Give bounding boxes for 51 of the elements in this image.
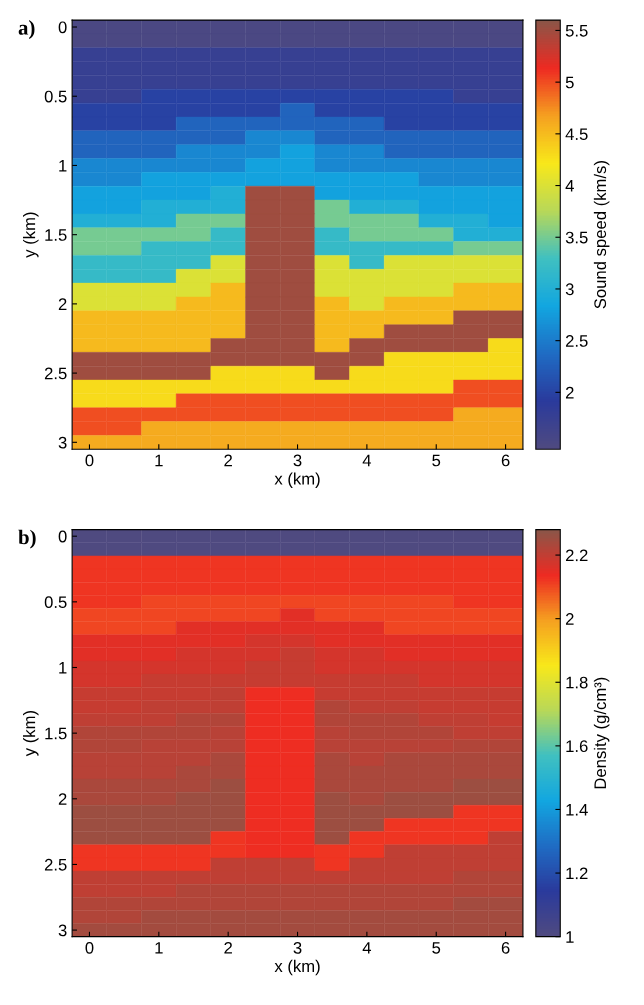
color-bar-label: 4.5 <box>565 128 588 141</box>
y-tick-label: 1 <box>59 662 67 674</box>
text: b) <box>18 529 36 549</box>
color-bar-label: 4 <box>565 180 574 192</box>
color-bar-label: 5 <box>565 76 574 89</box>
y-tick-label: 0.5 <box>44 90 67 103</box>
color-bar-label: 2 <box>565 613 574 625</box>
x-tick-label: 6 <box>501 454 510 467</box>
color-bar-label: 1.8 <box>566 676 588 689</box>
y-tick-label: 2.5 <box>44 367 67 380</box>
y-tick-label: 0.5 <box>44 596 67 609</box>
y-tick-label: 2 <box>58 793 67 805</box>
text: a) <box>18 20 35 39</box>
color-bar-label: 1.2 <box>566 867 588 880</box>
color-bar-label: 3 <box>565 283 574 296</box>
y-tick-label: 2 <box>58 298 67 310</box>
color-bar-label: 1.6 <box>566 740 588 753</box>
y-tick-label: 0 <box>58 21 67 34</box>
x-tick-label: 0 <box>85 454 94 467</box>
y-tick-label: 0 <box>58 530 67 543</box>
y-tick-label: 1 <box>59 160 67 172</box>
color-bar-label: 5.5 <box>565 25 588 37</box>
x-tick-label: 6 <box>501 941 510 954</box>
y-axis-title: y (km) <box>23 711 39 757</box>
y-tick-label: 3 <box>58 436 67 449</box>
color-bar-label: 3.5 <box>565 231 588 244</box>
color-bar-title: Sound speed (km/s) <box>593 161 610 309</box>
x-tick-label: 3 <box>293 454 302 467</box>
y-tick-label: 1.5 <box>45 727 67 740</box>
color-bar-label: 1.4 <box>566 804 588 816</box>
x-tick-label: 5 <box>432 942 441 954</box>
x-tick-label: 4 <box>362 454 372 467</box>
x-tick-label: 5 <box>432 454 441 467</box>
color-bar-label: 1 <box>566 931 574 943</box>
color-bar-label: 2 <box>565 386 574 399</box>
y-tick-label: 1.5 <box>45 229 67 241</box>
x-tick-label: 1 <box>155 942 163 954</box>
color-bar-label: 2.2 <box>565 549 588 562</box>
x-tick-label: 4 <box>362 942 372 954</box>
x-tick-label: 3 <box>293 941 302 954</box>
x-axis-title: x (km) <box>274 472 320 488</box>
x-tick-label: 2 <box>224 941 232 954</box>
y-tick-label: 2.5 <box>44 858 67 871</box>
y-axis-title: y (km) <box>23 212 39 258</box>
x-tick-label: 1 <box>155 454 163 467</box>
x-tick-label: 2 <box>224 454 232 467</box>
x-axis-title: x (km) <box>274 959 320 976</box>
color-bar-title: Density (g/cm³) <box>593 677 610 789</box>
x-tick-label: 0 <box>85 941 94 954</box>
color-bar-label: 2.5 <box>565 335 588 347</box>
y-tick-label: 3 <box>58 924 67 937</box>
